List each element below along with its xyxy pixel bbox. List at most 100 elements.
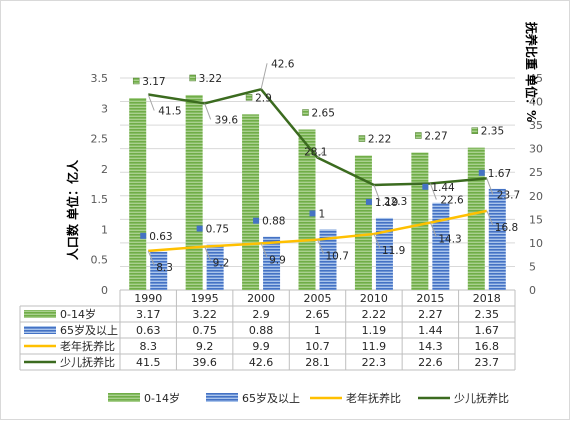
table-row-label: 65岁及以上 xyxy=(60,323,118,337)
data-label-0-14: 2.9 xyxy=(255,92,272,104)
label-marker-65-plus xyxy=(140,232,147,239)
data-label-65-plus: 0.63 xyxy=(149,231,172,243)
label-marker-0-14 xyxy=(245,94,253,101)
data-label-child-dependency: 39.6 xyxy=(215,114,239,126)
leader-line xyxy=(147,250,155,266)
data-label-0-14: 3.17 xyxy=(142,76,165,88)
data-label-elderly-dependency: 9.2 xyxy=(213,258,230,270)
y2-tick-label: 40 xyxy=(529,96,543,109)
bars xyxy=(129,94,506,291)
table-row-label: 老年抚养比 xyxy=(60,339,115,353)
x-tick-label: 2018 xyxy=(473,292,501,305)
data-label-65-plus: 1.44 xyxy=(431,182,455,194)
bar-65-plus xyxy=(375,217,393,290)
data-label-elderly-dependency: 14.3 xyxy=(438,234,461,246)
label-marker-65-plus xyxy=(478,169,485,176)
table-cell: 42.6 xyxy=(249,356,274,369)
data-label-elderly-dependency: 11.9 xyxy=(382,245,405,257)
x-tick-label: 1995 xyxy=(191,292,219,305)
data-label-elderly-dependency: 9.9 xyxy=(269,254,286,266)
data-labels: 3.17 3.22 2.9 2.65 2.22 2.27 2.35 0.63 0.75 0.88 1… xyxy=(142,58,520,274)
leader-line xyxy=(204,246,212,261)
data-label-child-dependency: 41.5 xyxy=(158,105,181,117)
data-label-child-dependency: 22.3 xyxy=(384,196,407,208)
label-marker-0-14 xyxy=(358,135,366,142)
leader-line xyxy=(260,243,268,258)
table-cell: 3.17 xyxy=(136,308,161,321)
table-cell: 1.19 xyxy=(362,324,387,337)
x-tick-label: 2000 xyxy=(247,292,275,305)
table-cell: 1.44 xyxy=(418,324,443,337)
table-row-label: 少儿抚养比 xyxy=(60,355,115,369)
data-label-child-dependency: 23.7 xyxy=(497,189,520,201)
data-label-65-plus: 0.88 xyxy=(262,216,285,228)
label-marker-65-plus xyxy=(309,210,316,217)
label-marker-0-14 xyxy=(415,132,422,139)
label-marker-65-plus xyxy=(253,217,260,224)
table-cell: 16.8 xyxy=(475,340,500,353)
leader-line xyxy=(204,103,212,120)
legend-label: 65岁及以上 xyxy=(242,391,300,405)
legend-label: 老年抚养比 xyxy=(346,391,401,405)
data-label-65-plus: 1.67 xyxy=(488,168,511,180)
table-cell: 2.22 xyxy=(362,308,387,321)
bar-0-14 xyxy=(354,155,372,290)
label-marker-65-plus xyxy=(422,183,429,190)
legend-label: 0-14岁 xyxy=(144,391,180,405)
table-cell: 9.9 xyxy=(252,340,270,353)
table-cell: 1 xyxy=(314,324,321,337)
y-tick-label: 1 xyxy=(101,223,108,236)
data-label-child-dependency: 42.6 xyxy=(271,58,295,70)
leader-line xyxy=(373,184,381,202)
bar-65-plus xyxy=(150,251,168,290)
y-tick-label: 0.5 xyxy=(91,254,109,267)
table-row-label: 0-14岁 xyxy=(60,307,96,321)
data-label-elderly-dependency: 8.3 xyxy=(156,262,173,274)
table-cell: 22.3 xyxy=(362,356,387,369)
label-marker-65-plus xyxy=(196,225,203,232)
legend-key xyxy=(108,393,140,402)
data-label-elderly-dependency: 16.8 xyxy=(495,222,518,234)
y-axis-title: 人口数 单位：亿人 xyxy=(65,159,80,260)
data-label-child-dependency: 22.6 xyxy=(440,195,464,207)
table-cell: 2.27 xyxy=(418,308,443,321)
bar-0-14 xyxy=(298,129,316,290)
label-marker-0-14 xyxy=(302,109,309,116)
table-cell: 23.7 xyxy=(475,356,500,369)
bar-65-plus xyxy=(432,202,450,290)
legend-label: 少儿抚养比 xyxy=(454,391,509,405)
table-cell: 3.22 xyxy=(192,308,217,321)
bar-65-plus xyxy=(206,244,224,290)
label-marker-65-plus xyxy=(365,198,372,205)
table-cell: 0.63 xyxy=(136,324,161,337)
y2-tick-label: 0 xyxy=(529,284,536,297)
bar-0-14 xyxy=(411,152,429,290)
leader-line xyxy=(260,63,268,90)
y2-tick-label: 45 xyxy=(529,72,543,85)
x-tick-label: 2015 xyxy=(416,292,444,305)
data-label-0-14: 2.27 xyxy=(424,131,447,143)
y2-tick-label: 30 xyxy=(529,143,543,156)
bar-65-plus xyxy=(488,188,506,290)
data-label-child-dependency: 28.1 xyxy=(304,147,327,159)
table-legend-key xyxy=(24,310,56,318)
y-tick-label: 0 xyxy=(101,284,108,297)
table-cell: 2.35 xyxy=(475,308,500,321)
y2-tick-label: 10 xyxy=(529,237,543,250)
data-label-0-14: 2.22 xyxy=(368,134,391,146)
table-cell: 14.3 xyxy=(418,340,443,353)
y2-tick-label: 15 xyxy=(529,213,543,226)
x-tick-label: 2010 xyxy=(360,292,388,305)
data-label-0-14: 3.22 xyxy=(199,73,222,85)
table-cell: 8.3 xyxy=(139,340,157,353)
bar-0-14 xyxy=(129,97,147,290)
table-cell: 10.7 xyxy=(305,340,330,353)
y2-tick-label: 20 xyxy=(529,190,543,203)
bar-0-14 xyxy=(467,147,485,290)
leader-line xyxy=(429,222,437,237)
y2-tick-label: 5 xyxy=(529,260,536,273)
table-cell: 41.5 xyxy=(136,356,161,369)
bar-label-markers xyxy=(132,74,485,239)
